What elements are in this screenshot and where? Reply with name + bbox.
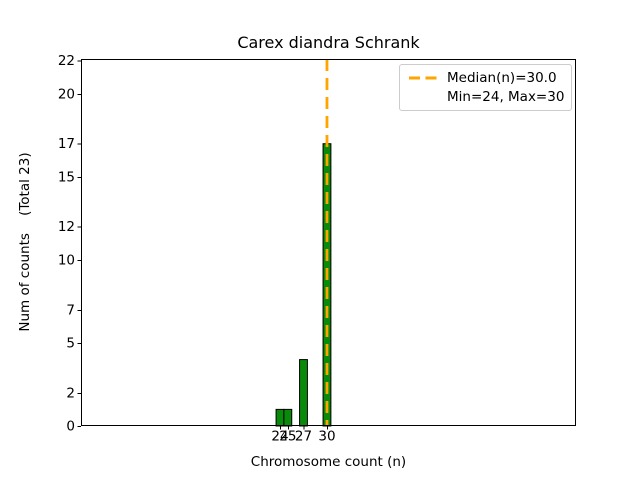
x-tick-label-30: 30 — [318, 429, 335, 445]
axes-spines — [81, 59, 576, 426]
legend-item-minmax: Min=24, Max=30 — [409, 88, 565, 107]
y-tick-label-20: 20 — [58, 86, 75, 102]
y-tick-label-2: 2 — [66, 385, 75, 401]
legend: Median(n)=30.0 Min=24, Max=30 — [399, 64, 572, 111]
y-tick-label-22: 22 — [58, 53, 75, 69]
chart-title: Carex diandra Schrank — [237, 33, 420, 52]
bar-n24 — [275, 408, 285, 427]
bar-n27 — [299, 359, 308, 427]
y-tick-label-15: 15 — [58, 169, 75, 185]
legend-item-median: Median(n)=30.0 — [409, 69, 565, 88]
y-tick-label-17: 17 — [58, 136, 75, 152]
legend-label-minmax: Min=24, Max=30 — [447, 88, 565, 105]
x-tick-label-27: 27 — [295, 429, 312, 445]
legend-label-median: Median(n)=30.0 — [447, 70, 557, 86]
x-tick-label-25: 25 — [279, 429, 296, 445]
legend-swatch-spacer — [409, 95, 439, 99]
y-tick-label-12: 12 — [58, 219, 75, 235]
x-tick-label-24: 24 — [271, 429, 288, 445]
dashed-line-swatch-icon — [409, 76, 439, 80]
y-tick-label-7: 7 — [66, 302, 75, 318]
y-tick-label-0: 0 — [66, 419, 75, 435]
x-axis-label: Chromosome count (n) — [250, 454, 407, 470]
bar-n25 — [283, 408, 293, 427]
y-tick-label-5: 5 — [66, 335, 75, 351]
y-axis-label: Num of counts (Total 23) — [17, 152, 33, 332]
y-tick-label-10: 10 — [58, 252, 75, 268]
